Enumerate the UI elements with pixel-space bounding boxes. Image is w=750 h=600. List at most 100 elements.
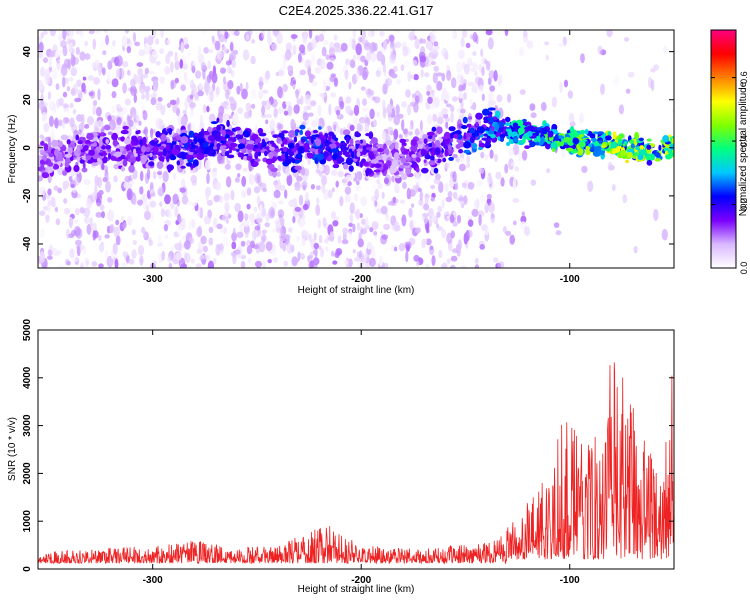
heatmap-cell [284, 151, 289, 160]
heatmap-cell [218, 34, 226, 43]
heatmap-cell [228, 96, 234, 101]
heatmap-cell [261, 229, 268, 234]
heatmap-cell [452, 221, 458, 227]
heatmap-cell [299, 124, 306, 130]
heatmap-cell [123, 138, 131, 145]
heatmap-cell [316, 197, 320, 205]
heatmap-cell [316, 185, 321, 191]
heatmap-cell [334, 251, 340, 259]
spectrogram-xtick-label: -200 [351, 274, 371, 285]
heatmap-cell [429, 34, 436, 43]
heatmap-cell [139, 170, 144, 182]
heatmap-cell [209, 145, 213, 150]
heatmap-cell [370, 137, 378, 144]
heatmap-cell [139, 139, 143, 146]
heatmap-cell [220, 67, 226, 74]
heatmap-cell [380, 205, 388, 215]
heatmap-cell [312, 249, 318, 255]
heatmap-cell [68, 216, 73, 229]
heatmap-cell [393, 65, 398, 73]
heatmap-cell [462, 116, 468, 124]
heatmap-cell [176, 160, 181, 166]
heatmap-cell [463, 232, 468, 245]
heatmap-cell [343, 260, 349, 266]
heatmap-cell [483, 119, 489, 124]
heatmap-cell [297, 251, 301, 262]
heatmap-cell [579, 112, 584, 124]
heatmap-cell [261, 100, 267, 106]
heatmap-cell [301, 230, 308, 239]
heatmap-cell [345, 58, 351, 65]
heatmap-cell [322, 217, 327, 227]
heatmap-cell [54, 148, 60, 157]
heatmap-cell [443, 145, 450, 149]
heatmap-cell [256, 195, 261, 206]
heatmap-cell [53, 247, 57, 257]
heatmap-cell [48, 56, 52, 68]
heatmap-cell [246, 155, 253, 161]
heatmap-cell [66, 30, 73, 42]
heatmap-cell [83, 144, 89, 152]
heatmap-cell [299, 44, 306, 54]
heatmap-cell [650, 79, 655, 92]
heatmap-cell [104, 144, 112, 150]
heatmap-cell [302, 31, 308, 44]
heatmap-cell [150, 97, 157, 106]
heatmap-cell [62, 170, 68, 176]
heatmap-cell [86, 198, 93, 210]
heatmap-cell [330, 148, 339, 153]
heatmap-cell [131, 113, 138, 119]
heatmap-cell [352, 223, 356, 233]
heatmap-cell [330, 211, 337, 220]
heatmap-cell [351, 38, 356, 51]
heatmap-cell [348, 165, 354, 172]
heatmap-cell [594, 140, 599, 147]
heatmap-cell [460, 265, 467, 268]
spectrogram-ytick-label: 40 [22, 46, 33, 58]
heatmap-cell [160, 122, 166, 128]
heatmap-cell [414, 128, 420, 136]
heatmap-cell [310, 53, 316, 65]
heatmap-cell [526, 125, 535, 130]
heatmap-cell [427, 96, 433, 104]
heatmap-cell [145, 205, 150, 212]
heatmap-cell [95, 211, 102, 218]
heatmap-cell [224, 151, 230, 157]
heatmap-cell [170, 143, 174, 150]
heatmap-cell [302, 203, 309, 211]
heatmap-cell [514, 166, 520, 172]
heatmap-cell [478, 84, 484, 92]
heatmap-cell [349, 138, 354, 146]
heatmap-cell [240, 254, 246, 260]
heatmap-cell [295, 89, 300, 99]
heatmap-cell [71, 257, 79, 263]
heatmap-cell [203, 147, 211, 155]
heatmap-cell [326, 61, 334, 70]
heatmap-cell [441, 87, 448, 100]
heatmap-cell [73, 218, 78, 224]
heatmap-cell [113, 175, 118, 183]
heatmap-cell [564, 144, 570, 149]
heatmap-cell [413, 73, 419, 81]
heatmap-cell [502, 226, 507, 234]
heatmap-cell [467, 219, 474, 227]
heatmap-cell [122, 159, 128, 167]
heatmap-cell [43, 122, 50, 133]
heatmap-cell [638, 137, 644, 142]
heatmap-cell [50, 196, 56, 207]
heatmap-cell [398, 243, 405, 252]
heatmap-cell [374, 188, 379, 200]
heatmap-cell [627, 71, 635, 78]
heatmap-cell [584, 128, 589, 135]
heatmap-cell [322, 40, 329, 45]
heatmap-cell [383, 84, 388, 95]
heatmap-cell [452, 30, 458, 40]
heatmap-cell [103, 124, 111, 131]
heatmap-cell [191, 202, 197, 207]
heatmap-cell [596, 131, 605, 135]
heatmap-cell [394, 198, 399, 204]
heatmap-cell [150, 128, 154, 139]
heatmap-cell [391, 160, 399, 168]
heatmap-cell [329, 57, 336, 63]
